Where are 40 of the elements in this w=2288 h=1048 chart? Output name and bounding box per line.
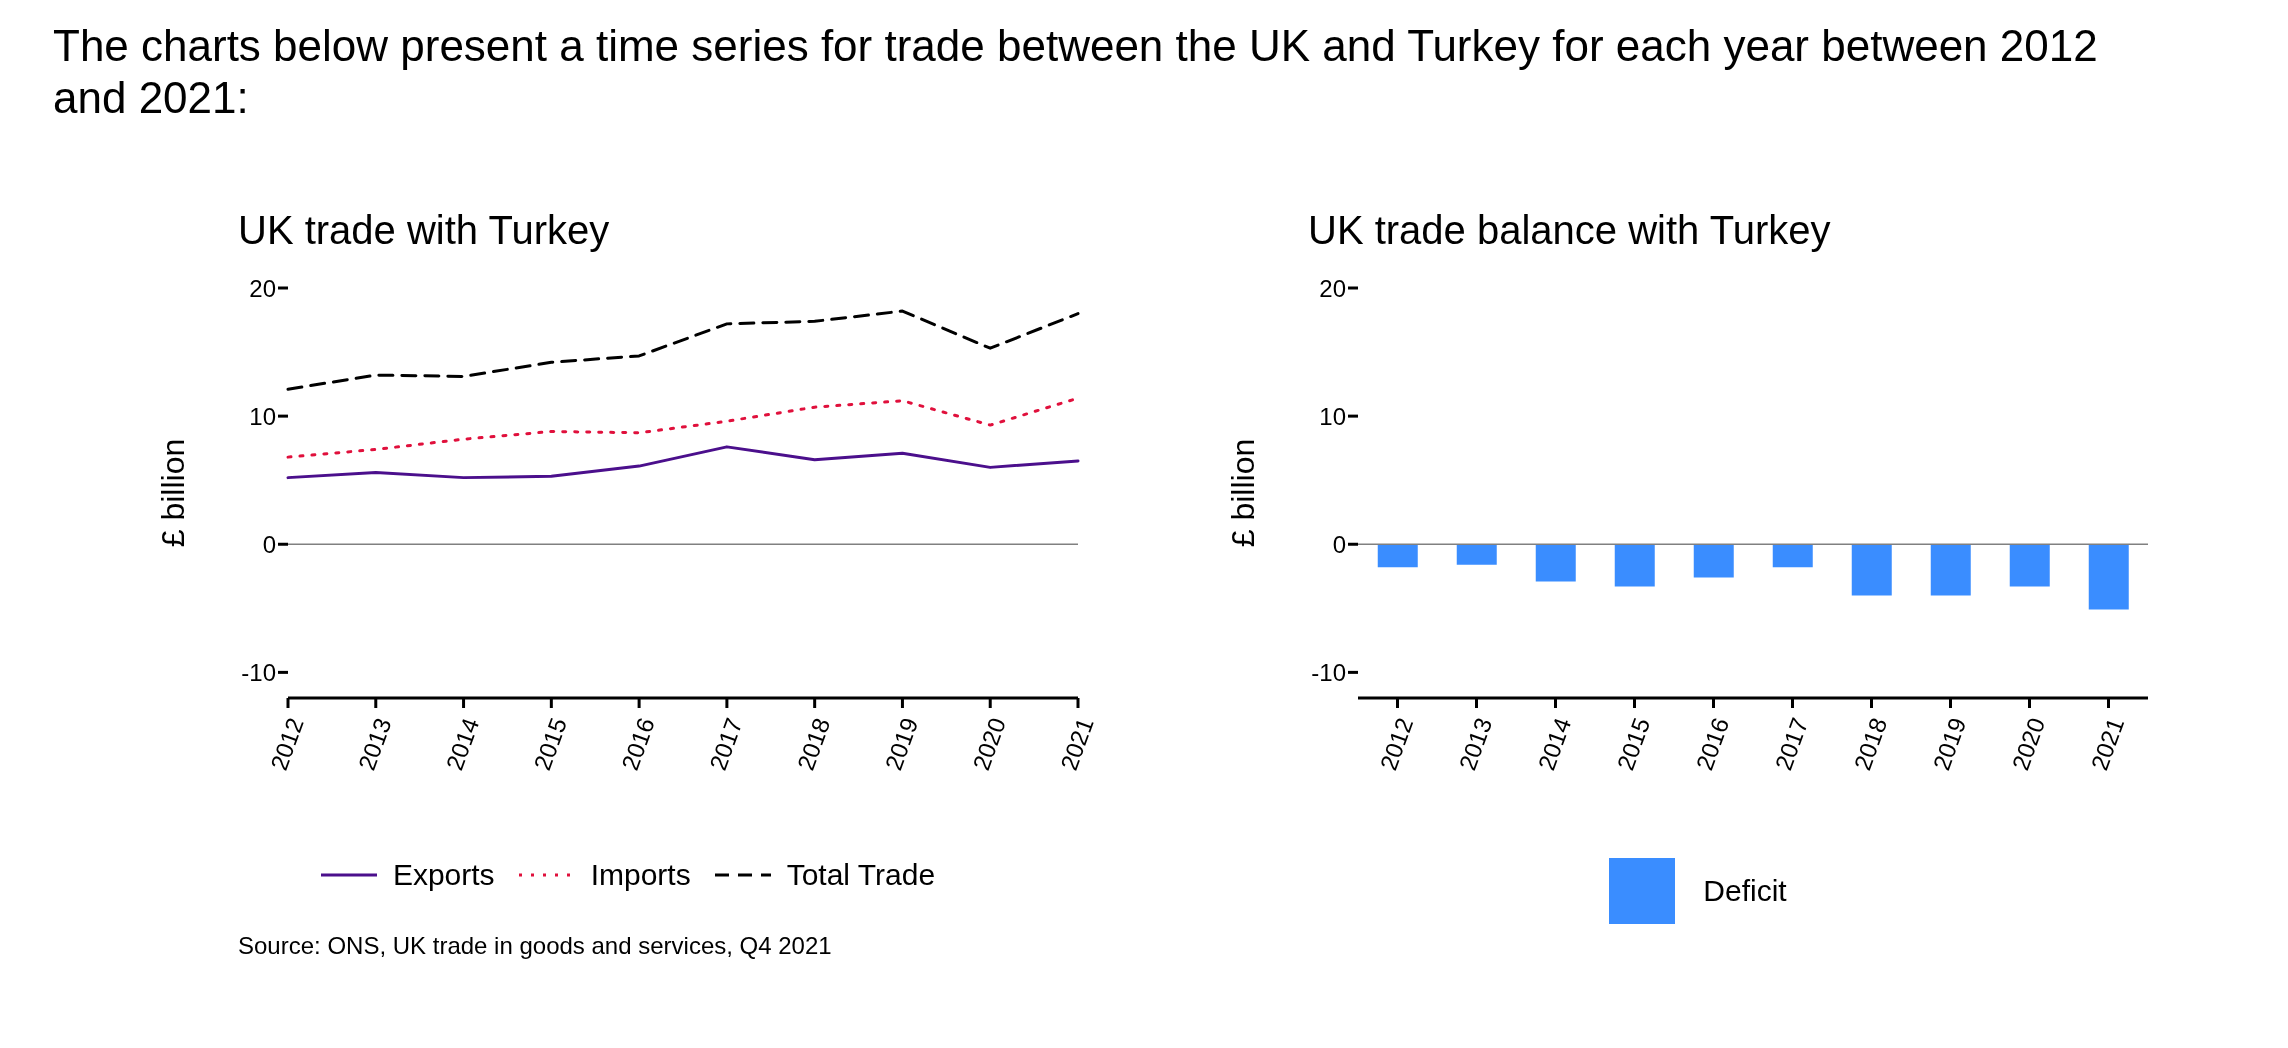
y-tick-label: 0 xyxy=(1332,530,1346,558)
x-tick-label: 2020 xyxy=(967,714,1011,774)
source-note: Source: ONS, UK trade in goods and services, Q4 2021 xyxy=(238,932,833,960)
text: The charts below present a time series for trade between the UK and Turkey for each year between 2012 and 2021: xyxy=(53,20,2099,124)
x-tick-label: 2020 xyxy=(2006,714,2051,774)
legend-label: Imports xyxy=(590,858,691,892)
x-tick-label: 2018 xyxy=(1848,714,1893,774)
legend-label: Deficit xyxy=(1703,874,1787,908)
x-tick-label: 2016 xyxy=(1690,714,1735,774)
legend-label: Exports xyxy=(392,858,495,892)
legend-label: Total Trade xyxy=(786,858,936,892)
y-tick-label: 0 xyxy=(262,530,276,558)
x-tick-label: 2016 xyxy=(616,714,660,774)
chart-title: UK trade balance with Turkey xyxy=(1308,208,1832,254)
y-tick-label: 10 xyxy=(249,402,276,430)
x-tick-label: 2014 xyxy=(440,714,485,774)
x-tick-label: 2019 xyxy=(879,714,924,774)
y-tick-label: 20 xyxy=(1319,274,1346,302)
x-tick-label: 2017 xyxy=(703,714,748,774)
x-tick-label: 2017 xyxy=(1769,714,1814,774)
y-tick-label: -10 xyxy=(1311,658,1346,686)
line-series xyxy=(286,445,1080,480)
x-tick-label: 2012 xyxy=(1374,714,1419,774)
x-tick-label: 2019 xyxy=(1927,714,1972,774)
x-tick-label: 2018 xyxy=(791,714,836,774)
x-tick-label: 2013 xyxy=(352,714,397,774)
line-series xyxy=(286,309,1080,391)
y-tick-label: 10 xyxy=(1319,402,1346,430)
x-tick-label: 2014 xyxy=(1532,714,1577,774)
y-tick-label: -10 xyxy=(241,658,276,686)
y-axis-title: £ billion xyxy=(155,438,192,548)
x-tick-label: 2021 xyxy=(2085,714,2130,774)
chart-title: UK trade with Turkey xyxy=(238,208,611,254)
x-tick-label: 2021 xyxy=(1055,714,1099,774)
y-axis-title: £ billion xyxy=(1225,438,1262,548)
x-tick-label: 2013 xyxy=(1453,714,1498,774)
x-tick-label: 2015 xyxy=(1611,714,1656,774)
x-tick-label: 2012 xyxy=(265,714,309,774)
y-tick-label: 20 xyxy=(249,274,276,302)
x-tick-label: 2015 xyxy=(528,714,573,774)
